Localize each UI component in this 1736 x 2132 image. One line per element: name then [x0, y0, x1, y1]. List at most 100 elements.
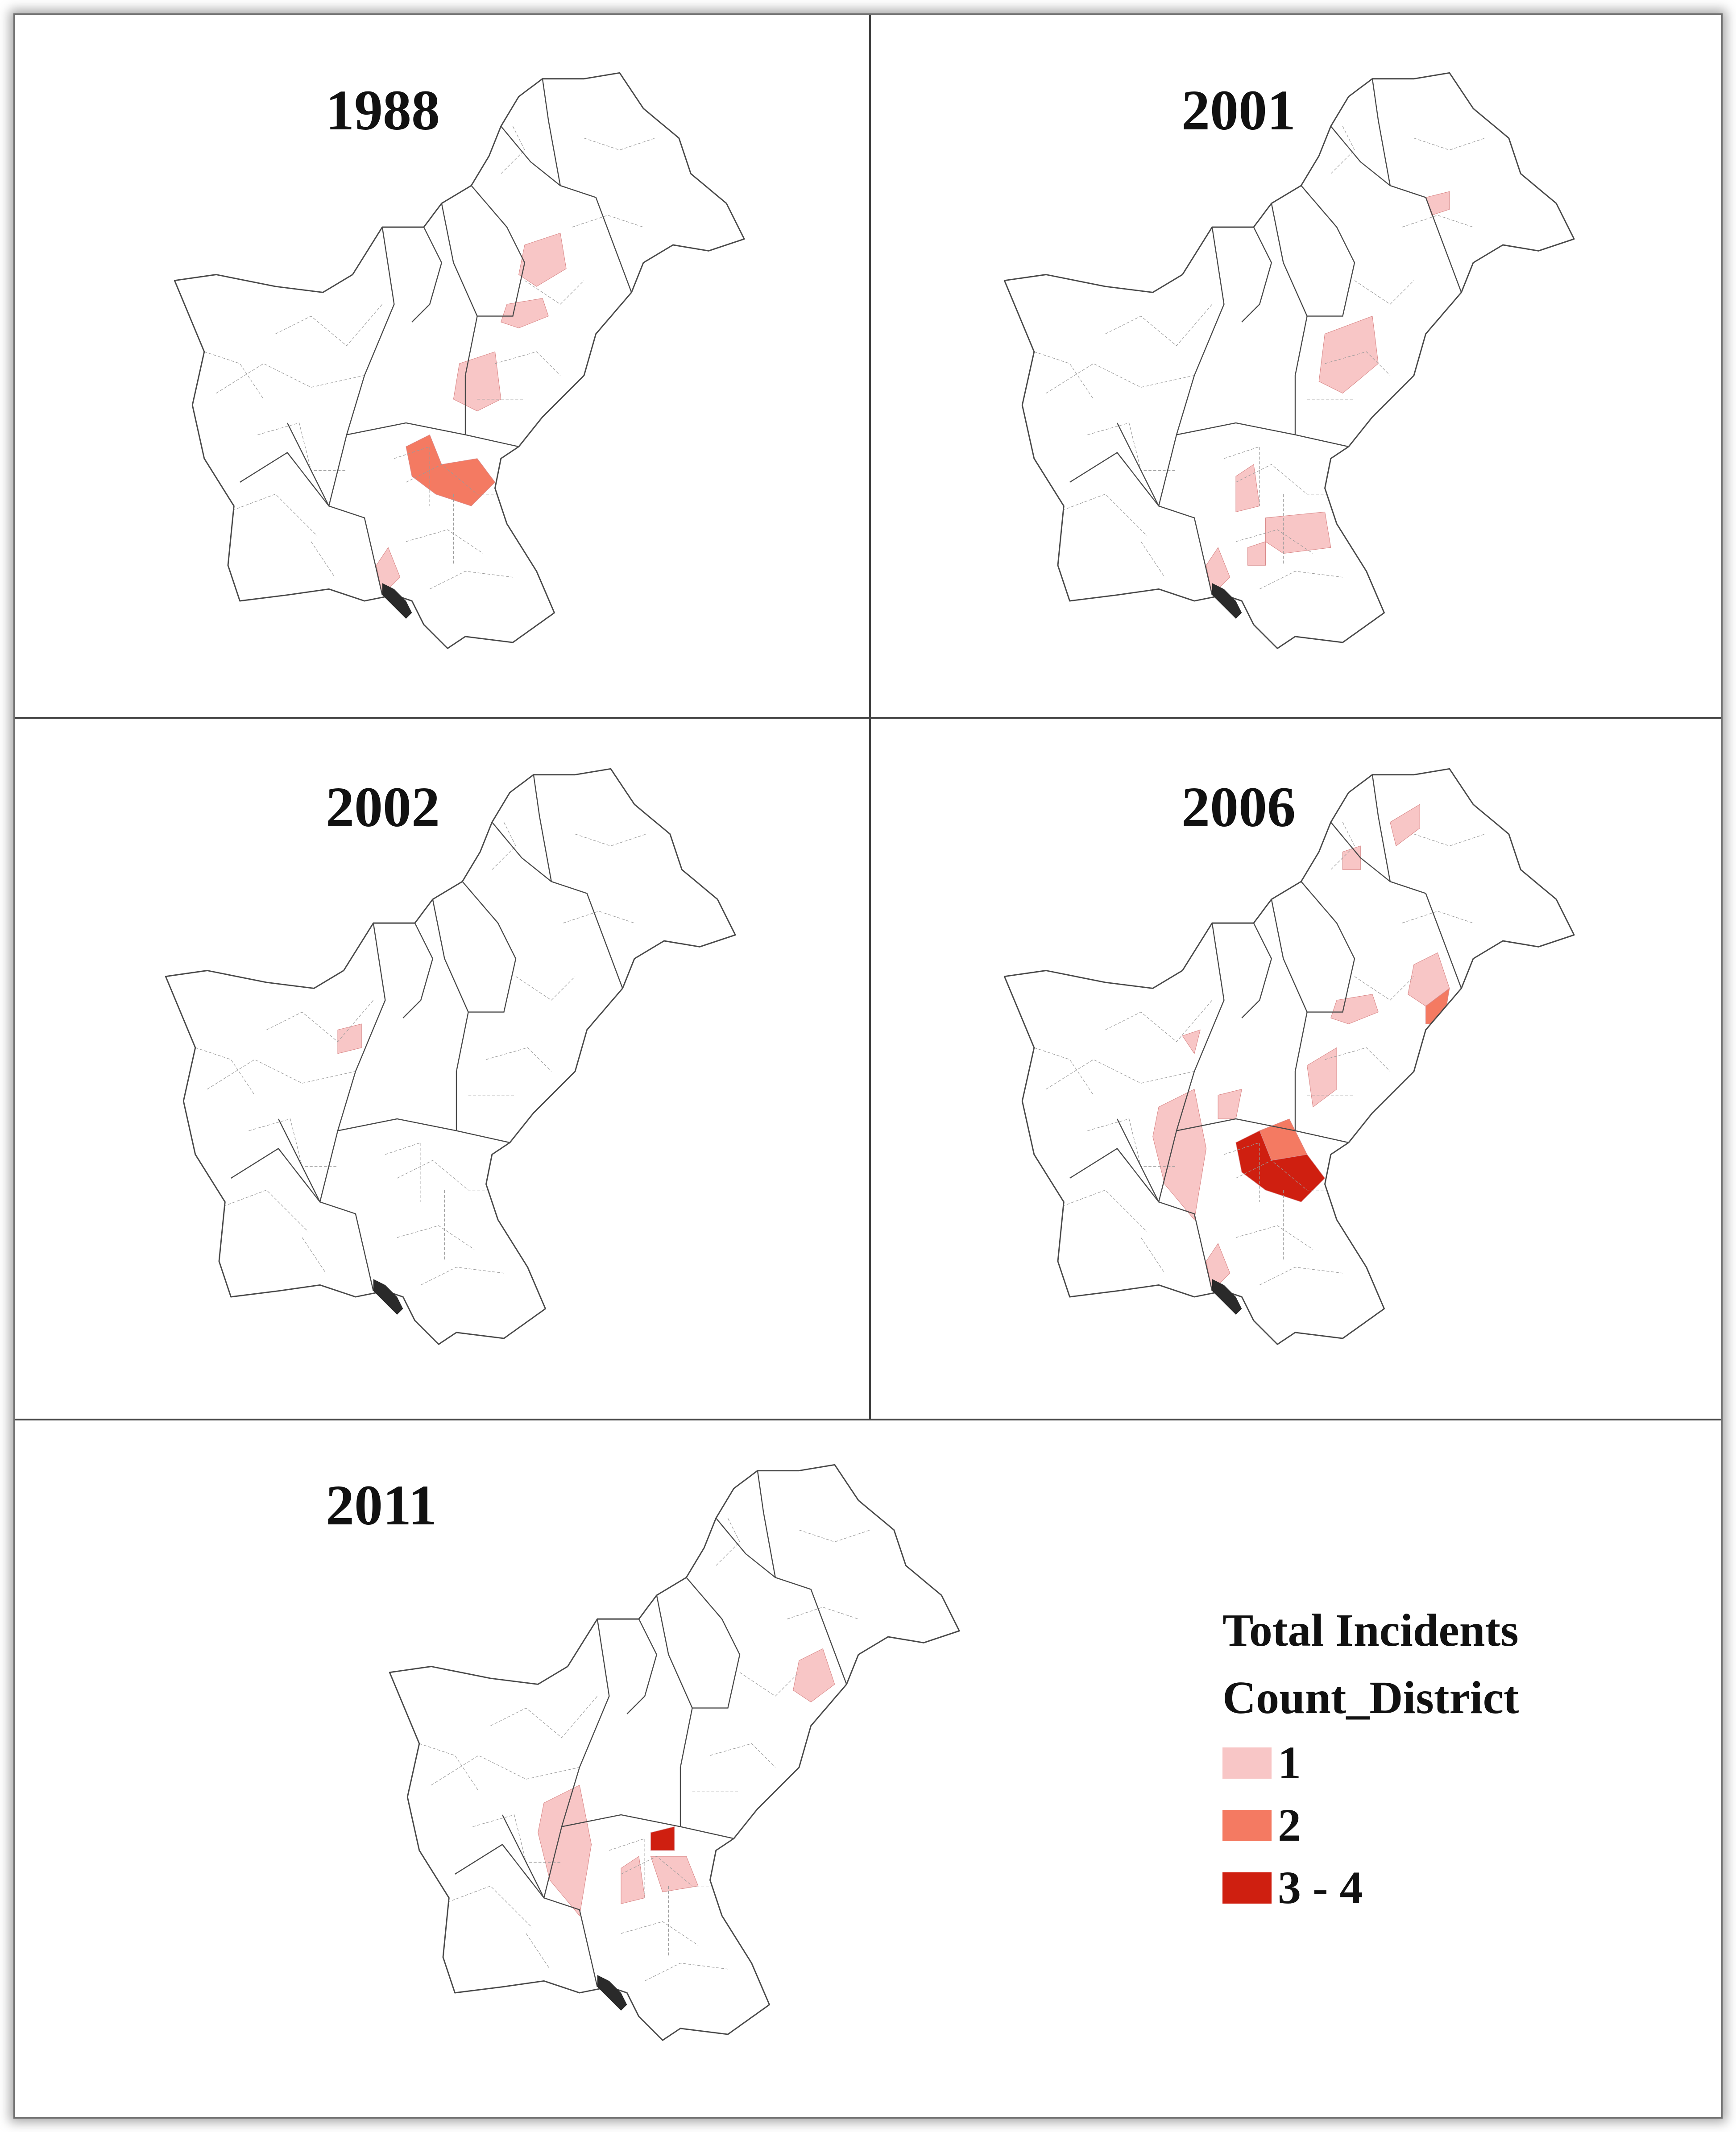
district-punjab-central [501, 298, 549, 328]
district-boundary [1057, 493, 1147, 536]
legend-item-1: 1 [1222, 1732, 1519, 1794]
district-boundary [524, 280, 584, 305]
district-balochistan-central [538, 1784, 592, 1917]
district-boundary [1235, 464, 1343, 495]
province-boundary [1241, 923, 1272, 1018]
district-boundary [572, 215, 644, 228]
country-land [389, 1465, 960, 2041]
district-boundary [1259, 1267, 1343, 1285]
province-boundary [346, 422, 519, 447]
legend-swatch-2 [1222, 1809, 1272, 1841]
panel-title-2011: 2011 [326, 1474, 437, 1537]
province-boundary [454, 1843, 545, 1898]
panel-title-1988: 1988 [326, 79, 440, 142]
legend: Total Incidents Count_District 1 2 3 - 4 [1222, 1597, 1519, 1919]
province-boundary [543, 1619, 610, 1987]
district-boundary [621, 1856, 728, 1887]
district-boundary [1354, 280, 1414, 305]
district-boundary [799, 1530, 870, 1542]
map-2011 [389, 1464, 960, 2041]
district-boundary [249, 1118, 338, 1167]
district-boundary [1354, 976, 1414, 1001]
district-sindh-upper-west [621, 1856, 645, 1904]
coastline-delta [1212, 583, 1242, 619]
country-outline [1003, 72, 1575, 649]
panel-title-2006: 2006 [1181, 775, 1296, 839]
district-boundary [495, 351, 561, 376]
district-boundary [1046, 1059, 1195, 1090]
coastline-delta [1212, 1279, 1242, 1315]
country-land [174, 73, 745, 649]
province-boundary [286, 422, 330, 506]
province-boundary [337, 1118, 510, 1143]
district-boundary [207, 1059, 356, 1090]
district-boundary [1224, 446, 1260, 506]
province-boundary [1301, 185, 1355, 317]
province-boundary [1069, 451, 1160, 506]
district-balochistan-quetta [337, 1023, 362, 1054]
legend-label-2: 2 [1278, 1800, 1301, 1851]
horizontal-divider-1 [15, 717, 1721, 719]
district-boundary [490, 1696, 598, 1738]
district-boundary [429, 571, 513, 589]
district-boundary [1105, 304, 1213, 346]
district-boundary [443, 1885, 532, 1928]
district-boundary [228, 493, 317, 536]
district-boundary [472, 1814, 562, 1863]
district-boundary [420, 1267, 504, 1285]
district-sindh-central [1265, 511, 1331, 554]
district-boundary [787, 1606, 859, 1619]
legend-swatch-1 [1222, 1747, 1272, 1779]
legend-item-2: 2 [1222, 1794, 1519, 1857]
district-boundary [486, 1047, 552, 1072]
province-boundary [239, 451, 330, 506]
province-boundary [533, 774, 552, 882]
district-layer [1034, 79, 1485, 596]
province-boundary [561, 1814, 734, 1839]
country-outline [389, 1464, 960, 2041]
panel-title-2001: 2001 [1181, 79, 1296, 142]
district-boundary [1105, 1000, 1213, 1042]
province-boundary [1371, 774, 1391, 882]
district-boundary [431, 1755, 580, 1786]
country-land [166, 769, 736, 1345]
district-boundary [275, 304, 383, 346]
province-boundary [402, 923, 434, 1018]
district-boundary [621, 1921, 699, 1946]
district-boundary [1402, 911, 1474, 923]
province-boundary [1176, 422, 1349, 447]
legend-title-line2: Count_District [1222, 1672, 1519, 1723]
district-layer [195, 774, 646, 1291]
district-sindh-north-top [650, 1826, 675, 1851]
country-land [1004, 769, 1574, 1345]
province-boundary [1301, 881, 1355, 1013]
map-2006 [1003, 768, 1575, 1345]
district-boundary [1325, 351, 1391, 376]
district-boundary [609, 1838, 645, 1898]
map-2002 [165, 768, 736, 1345]
legend-title-line1: Total Incidents [1222, 1605, 1519, 1656]
district-boundary [311, 541, 335, 578]
country-outline [165, 768, 736, 1345]
coastline-delta [373, 1279, 403, 1315]
district-boundary [1046, 363, 1195, 394]
province-boundary [1069, 1147, 1160, 1202]
country-land [1004, 73, 1574, 649]
district-sindh-central-small [1247, 541, 1266, 566]
province-boundary [626, 1619, 658, 1714]
legend-swatch-3 [1222, 1872, 1272, 1904]
district-boundary [1087, 1118, 1177, 1167]
district-punjab-north [518, 232, 567, 287]
province-boundary [278, 1118, 321, 1202]
province-boundary [230, 1147, 321, 1202]
province-boundary [471, 185, 526, 317]
district-boundary [394, 446, 430, 506]
district-boundary [1235, 1225, 1313, 1250]
district-boundary [1140, 541, 1165, 578]
district-boundary [739, 1672, 800, 1697]
district-boundary [1413, 138, 1485, 150]
district-sindh-north [406, 434, 496, 506]
district-boundary [406, 464, 513, 495]
district-boundary [716, 1518, 740, 1566]
district-boundary [1259, 571, 1343, 589]
